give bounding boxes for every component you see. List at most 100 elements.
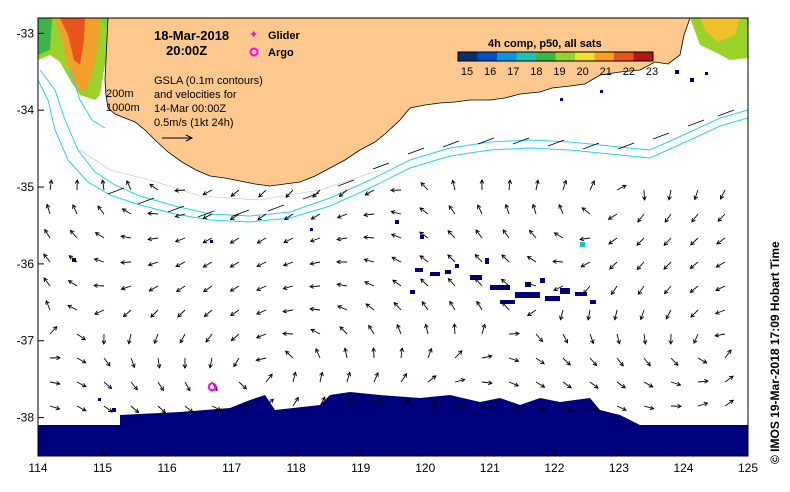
- velocity-arrow: [663, 237, 672, 246]
- velocity-arrow-head: [269, 398, 275, 404]
- velocity-arrow-head: [563, 338, 569, 344]
- isobath-west-arm: [69, 69, 106, 129]
- velocity-arrow-head: [56, 355, 61, 361]
- x-tick-label: 119: [351, 461, 370, 475]
- velocity-arrow-head: [531, 203, 537, 209]
- velocity-arrow-head: [203, 312, 209, 318]
- velocity-arrow: [364, 259, 375, 263]
- velocity-arrow: [529, 230, 537, 239]
- velocity-arrow: [581, 207, 591, 215]
- velocity-arrow: [283, 309, 294, 313]
- velocity-arrow-head: [448, 205, 453, 210]
- velocity-arrow: [481, 324, 486, 335]
- velocity-arrow: [535, 333, 543, 342]
- velocity-arrow-head: [514, 357, 520, 363]
- velocity-arrow-head: [121, 208, 127, 213]
- velocity-arrow: [670, 357, 679, 366]
- velocity-arrow: [391, 256, 402, 263]
- velocity-arrow-head: [133, 385, 138, 391]
- velocity-arrow-head: [419, 255, 425, 260]
- velocity-arrow-head: [719, 194, 725, 200]
- velocity-arrow-head: [93, 283, 98, 288]
- velocity-arrow: [535, 357, 545, 365]
- plot-frame: [37, 17, 749, 457]
- velocity-arrow: [238, 404, 249, 407]
- velocity-arrow: [616, 357, 624, 367]
- glider-legend-label: Glider: [268, 30, 301, 42]
- velocity-arrow-head: [368, 324, 373, 330]
- colorbar-swatch: [497, 52, 517, 61]
- velocity-arrow: [724, 375, 734, 383]
- velocity-arrow-head: [447, 230, 453, 235]
- velocity-arrow-head: [343, 347, 348, 353]
- velocity-arrow-head: [393, 301, 399, 307]
- colorbar-swatch: [555, 52, 576, 61]
- velocity-arrow-head: [374, 371, 379, 377]
- velocity-arrow-head: [309, 238, 315, 243]
- velocity-arrow: [209, 357, 213, 368]
- velocity-arrow-head: [338, 192, 344, 198]
- velocity-arrow-head: [336, 236, 342, 242]
- velocity-arrow: [427, 375, 437, 383]
- velocity-arrow: [643, 333, 646, 344]
- velocity-arrow-head: [586, 315, 592, 321]
- velocity-arrow-head: [607, 215, 613, 220]
- velocity-arrow-head: [315, 347, 320, 353]
- velocity-arrow-head: [514, 382, 520, 387]
- velocity-arrow: [553, 285, 564, 291]
- y-tick-label: -33: [17, 26, 35, 40]
- velocity-arrow-head: [677, 403, 682, 409]
- velocity-arrow: [691, 213, 699, 223]
- velocity-arrow: [175, 237, 186, 243]
- velocity-arrow-head: [69, 229, 75, 235]
- velocity-arrow-head: [202, 263, 208, 268]
- velocity-arrow-head: [233, 362, 238, 368]
- velocity-arrow-head: [553, 286, 559, 292]
- velocity-arrow-head: [676, 381, 682, 387]
- velocity-arrow-head: [621, 383, 626, 389]
- velocity-arrow-head: [581, 207, 587, 212]
- velocity-arrow: [68, 280, 78, 287]
- velocity-arrow: [230, 189, 240, 197]
- velocity-arrow-head: [502, 229, 508, 234]
- velocity-arrow: [230, 213, 240, 220]
- colorbar-tick-label: 22: [623, 66, 635, 78]
- x-tick-label: 123: [609, 461, 629, 475]
- velocity-arrow: [103, 381, 112, 389]
- velocity-arrow: [454, 350, 463, 359]
- velocity-arrow: [611, 285, 618, 295]
- velocity-arrow-head: [540, 407, 546, 412]
- x-tick-label: 115: [93, 461, 112, 475]
- velocity-arrow: [582, 142, 600, 150]
- velocity-arrow: [724, 349, 732, 359]
- velocity-arrow: [512, 137, 530, 145]
- cloud-band-upper: [38, 392, 748, 456]
- y-tick-label: -37: [17, 334, 35, 348]
- velocity-arrow: [122, 208, 132, 215]
- velocity-arrow-head: [424, 323, 429, 329]
- velocity-arrow: [130, 381, 138, 391]
- velocity-arrow: [315, 348, 321, 359]
- velocity-arrow-head: [476, 300, 481, 306]
- velocity-arrow-head: [501, 301, 507, 307]
- velocity-arrow-head: [159, 386, 164, 392]
- velocity-arrow: [716, 237, 726, 245]
- velocity-arrow: [157, 381, 164, 391]
- velocity-arrow-head: [487, 405, 493, 410]
- velocity-arrow: [103, 357, 111, 367]
- velocity-arrow-head: [690, 240, 695, 246]
- velocity-arrow: [49, 381, 60, 385]
- velocity-arrow-head: [525, 281, 531, 287]
- velocity-arrow: [283, 261, 294, 266]
- velocity-arrow: [477, 137, 495, 145]
- velocity-arrow-head: [120, 260, 125, 265]
- velocity-arrow-head: [391, 256, 397, 261]
- colorbar-tick-label: 17: [507, 66, 519, 78]
- velocity-arrow-head: [229, 311, 235, 317]
- velocity-arrow-head: [283, 215, 289, 221]
- velocity-arrow: [616, 184, 627, 191]
- x-tick-label: 118: [287, 461, 306, 475]
- velocity-arrow-head: [45, 299, 50, 305]
- velocity-arrow-head: [528, 229, 534, 235]
- velocity-arrow: [724, 399, 734, 407]
